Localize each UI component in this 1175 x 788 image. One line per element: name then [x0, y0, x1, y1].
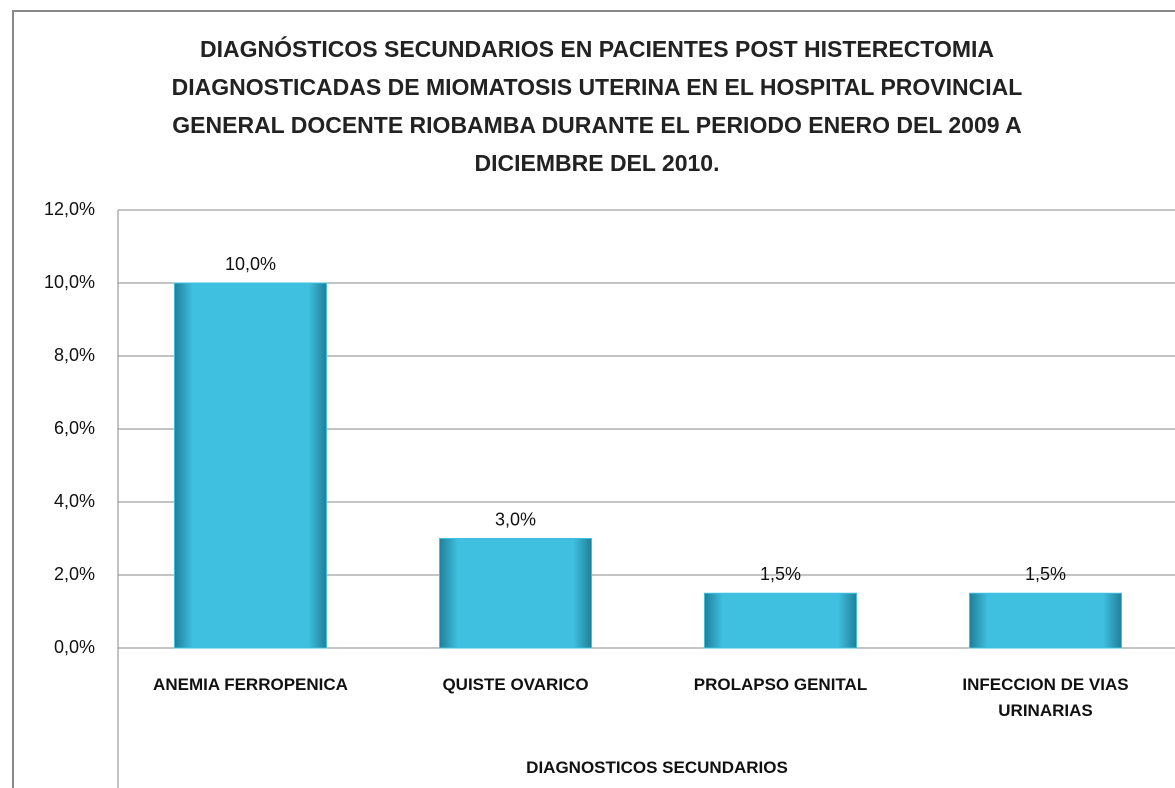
x-tick-label: PROLAPSO GENITAL [693, 675, 868, 694]
bar [969, 592, 1122, 649]
bar [174, 282, 327, 649]
y-tick-label: 2,0% [54, 564, 95, 584]
bar [439, 538, 592, 649]
value-label: 1,5% [760, 564, 801, 584]
y-tick-label: 0,0% [54, 637, 95, 657]
y-tick-label: 10,0% [44, 272, 95, 292]
value-label: 3,0% [495, 509, 536, 529]
value-label: 1,5% [1025, 564, 1066, 584]
x-tick-label: ANEMIA FERROPENICA [153, 675, 348, 694]
x-tick-label: INFECCION DE VIAS URINARIAS [962, 675, 1129, 720]
y-tick-label: 12,0% [44, 199, 95, 219]
value-label: 10,0% [225, 254, 276, 274]
chart-frame [12, 10, 1175, 788]
y-tick-label: 6,0% [54, 418, 95, 438]
x-tick-label: QUISTE OVARICO [442, 675, 589, 694]
y-tick-label: 4,0% [54, 491, 95, 511]
x-axis-label: DIAGNOSTICOS SECUNDARIOS [526, 758, 788, 777]
bar [704, 592, 857, 649]
y-tick-label: 8,0% [54, 345, 95, 365]
chart-title: DIAGNÓSTICOS SECUNDARIOS EN PACIENTES PO… [171, 36, 1023, 176]
